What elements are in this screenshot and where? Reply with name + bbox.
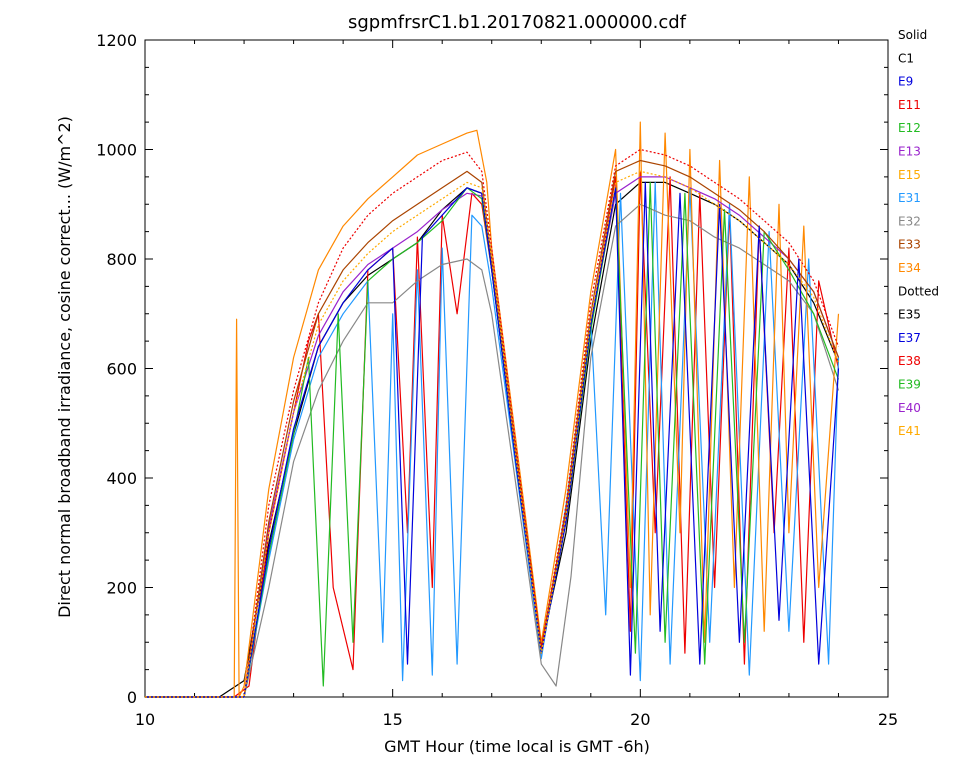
legend-entry: E31 bbox=[898, 191, 921, 205]
series-line-e31 bbox=[145, 181, 840, 698]
y-tick-label: 800 bbox=[106, 250, 137, 269]
y-tick-label: 1000 bbox=[96, 141, 137, 160]
legend-entry: E33 bbox=[898, 238, 921, 252]
x-tick-label: 20 bbox=[630, 710, 650, 729]
legend-header: Solid bbox=[898, 28, 927, 42]
series-line-e34 bbox=[145, 121, 840, 698]
x-tick-label: 10 bbox=[135, 710, 155, 729]
y-tick-label: 1200 bbox=[96, 31, 137, 50]
legend-entry: E41 bbox=[898, 424, 921, 438]
x-tick-label: 25 bbox=[878, 710, 898, 729]
legend-entry: E40 bbox=[898, 401, 921, 415]
y-tick-label: 200 bbox=[106, 579, 137, 598]
y-tick-label: 600 bbox=[106, 360, 137, 379]
legend-entry: E9 bbox=[898, 75, 913, 89]
legend-entry: E15 bbox=[898, 168, 921, 182]
axes bbox=[144, 39, 889, 698]
series-line-e32 bbox=[145, 203, 840, 698]
legend-header: Dotted bbox=[898, 284, 939, 298]
y-tick-label: 400 bbox=[106, 469, 137, 488]
y-tick-label: 0 bbox=[127, 688, 137, 707]
legend-entry: E35 bbox=[898, 308, 921, 322]
ticks: 10 15 20 25 0 200 400 600 800 1000 1200 bbox=[96, 31, 898, 729]
series-group bbox=[145, 121, 840, 698]
legend-entry: C1 bbox=[898, 51, 914, 65]
plot-frame bbox=[144, 39, 889, 698]
legend-entry: E12 bbox=[898, 121, 921, 135]
legend-entry: E39 bbox=[898, 378, 921, 392]
x-tick-label: 15 bbox=[382, 710, 402, 729]
chart-title: sgpmfrsrC1.b1.20170821.000000.cdf bbox=[348, 12, 687, 33]
legend-entry: E11 bbox=[898, 98, 921, 112]
x-axis-label: GMT Hour (time local is GMT -6h) bbox=[384, 737, 650, 756]
series-line-e33 bbox=[145, 159, 840, 698]
series-line-e38 bbox=[145, 148, 840, 698]
legend-entry: E38 bbox=[898, 354, 921, 368]
legend-entry: E13 bbox=[898, 145, 921, 159]
legend-entry: E32 bbox=[898, 214, 921, 228]
series-line-e41 bbox=[145, 170, 840, 698]
y-axis-label: Direct normal broadband irradiance, cosi… bbox=[55, 116, 74, 618]
legend: Solid C1 E9 E11 E12 E13 E15 E31 E32 E33 E34 Dotted E… bbox=[898, 28, 939, 438]
legend-entry: E37 bbox=[898, 331, 921, 345]
legend-entry: E34 bbox=[898, 261, 921, 275]
